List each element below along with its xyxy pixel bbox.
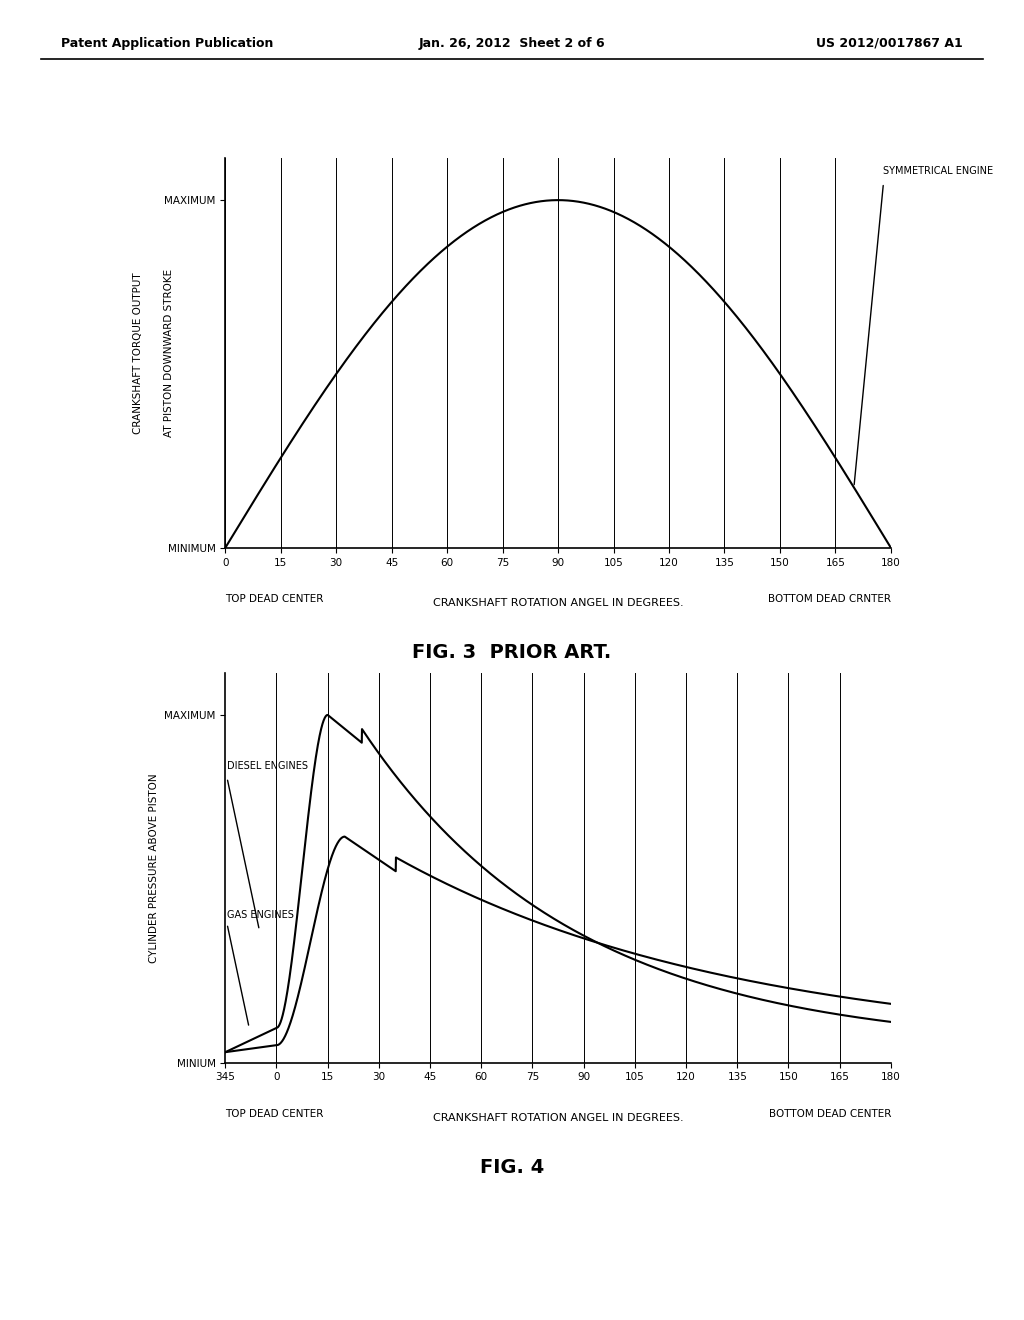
- Text: Patent Application Publication: Patent Application Publication: [61, 37, 273, 50]
- Text: BOTTOM DEAD CRNTER: BOTTOM DEAD CRNTER: [768, 594, 891, 605]
- X-axis label: CRANKSHAFT ROTATION ANGEL IN DEGREES.: CRANKSHAFT ROTATION ANGEL IN DEGREES.: [433, 598, 683, 609]
- Text: SYMMETRICAL ENGINE: SYMMETRICAL ENGINE: [884, 166, 993, 176]
- Text: BOTTOM DEAD CENTER: BOTTOM DEAD CENTER: [768, 1109, 891, 1119]
- Text: CRANKSHAFT TORQUE OUTPUT: CRANKSHAFT TORQUE OUTPUT: [133, 272, 143, 434]
- Text: GAS ENGINES: GAS ENGINES: [227, 909, 294, 920]
- Text: DIESEL ENGINES: DIESEL ENGINES: [227, 760, 308, 771]
- Text: AT PISTON DOWNWARD STROKE: AT PISTON DOWNWARD STROKE: [164, 269, 174, 437]
- Text: FIG. 4: FIG. 4: [480, 1158, 544, 1176]
- Text: TOP DEAD CENTER: TOP DEAD CENTER: [225, 594, 324, 605]
- Text: US 2012/0017867 A1: US 2012/0017867 A1: [816, 37, 963, 50]
- Text: TOP DEAD CENTER: TOP DEAD CENTER: [225, 1109, 324, 1119]
- Text: Jan. 26, 2012  Sheet 2 of 6: Jan. 26, 2012 Sheet 2 of 6: [419, 37, 605, 50]
- X-axis label: CRANKSHAFT ROTATION ANGEL IN DEGREES.: CRANKSHAFT ROTATION ANGEL IN DEGREES.: [433, 1113, 683, 1123]
- Text: FIG. 3  PRIOR ART.: FIG. 3 PRIOR ART.: [413, 643, 611, 661]
- Text: CYLINDER PRESSURE ABOVE PISTON: CYLINDER PRESSURE ABOVE PISTON: [148, 774, 159, 962]
